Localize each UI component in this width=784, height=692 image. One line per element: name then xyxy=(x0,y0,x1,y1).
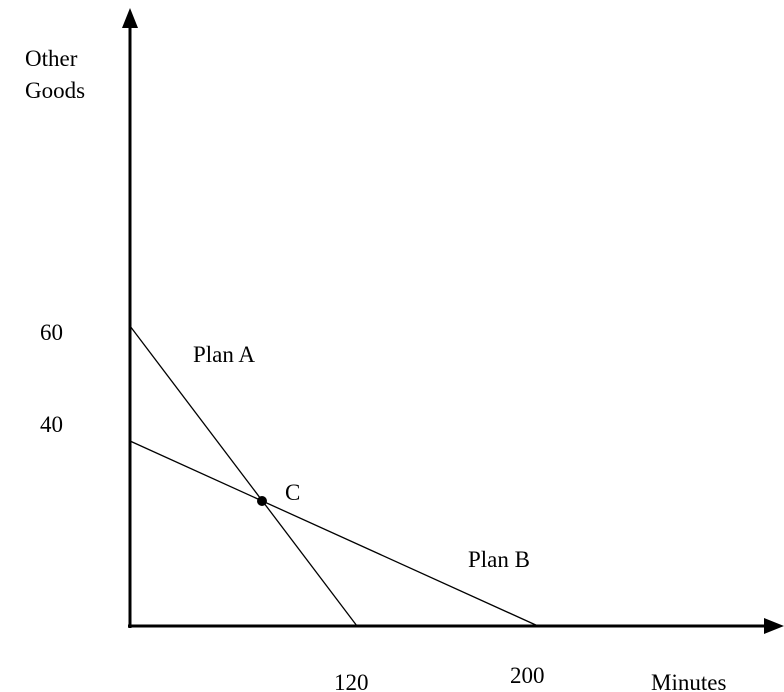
y-axis-label: Other xyxy=(25,46,78,71)
line-label: Plan B xyxy=(468,547,530,572)
y-label: 40 xyxy=(40,412,63,437)
point-c xyxy=(257,496,267,506)
x-label: 200 xyxy=(510,663,545,688)
x-axis-label: Minutes xyxy=(651,670,726,692)
line-label: Plan A xyxy=(193,342,255,367)
x-axis-arrow xyxy=(764,618,784,634)
y-label: 60 xyxy=(40,320,63,345)
plan-a-line xyxy=(129,325,358,627)
y-axis-arrow xyxy=(122,8,138,28)
y-axis-label: Goods xyxy=(25,78,85,103)
x-label: 120 xyxy=(334,670,369,692)
plan-b-line xyxy=(129,440,539,627)
point-label: C xyxy=(285,480,300,505)
